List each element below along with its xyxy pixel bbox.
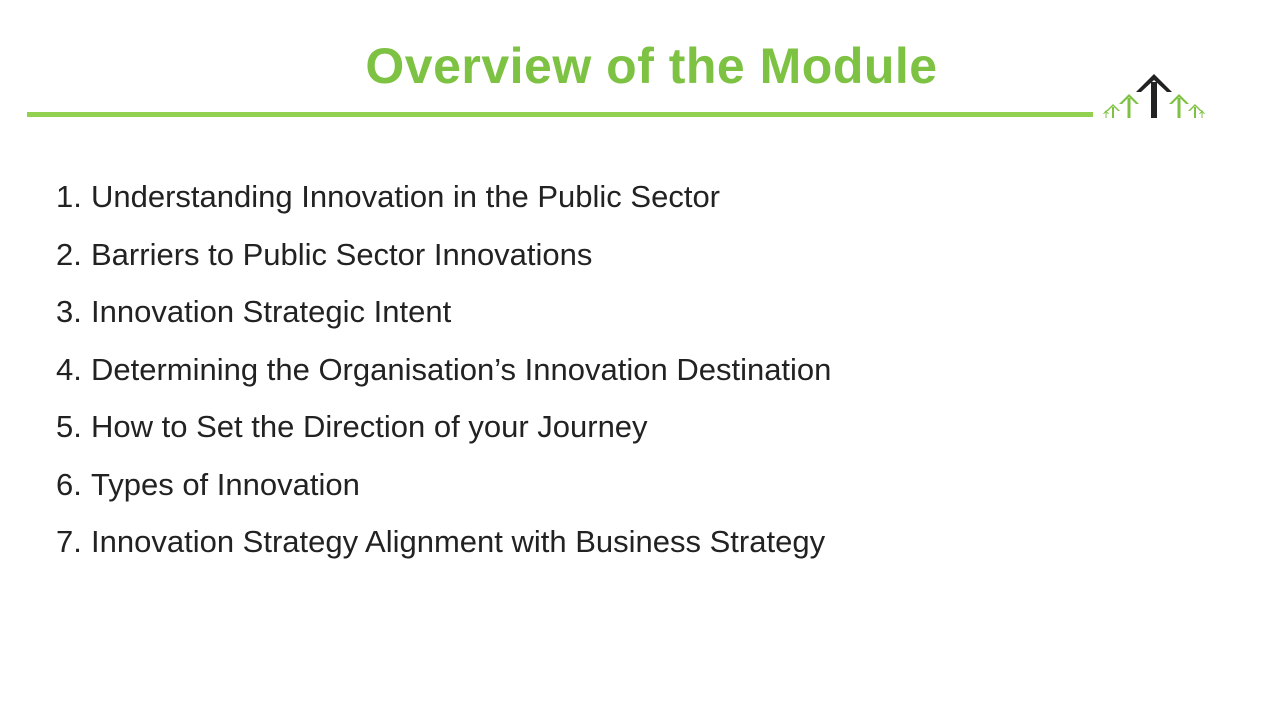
list-item: 3. Innovation Strategic Intent (56, 283, 831, 341)
list-item: 4. Determining the Organisation’s Innova… (56, 341, 831, 399)
list-item-number: 3. (56, 294, 82, 329)
list-item-text: Types of Innovation (91, 466, 360, 502)
title-divider (27, 112, 1093, 117)
list-item-text: Determining the Organisation’s Innovatio… (91, 351, 832, 387)
list-item-number: 5. (56, 409, 82, 444)
list-item-number: 2. (56, 236, 82, 272)
list-item: 6. Types of Innovation (56, 456, 831, 514)
module-list: 1. Understanding Innovation in the Publi… (56, 168, 831, 571)
list-item: 5. How to Set the Direction of your Jour… (56, 398, 831, 456)
slide-title: Overview of the Module (365, 38, 938, 94)
list-item-text: Innovation Strategy Alignment with Busin… (91, 524, 826, 559)
list-item-number: 1. (56, 179, 82, 214)
list-item-number: 6. (56, 466, 82, 502)
arrows-up-logo-icon (1103, 72, 1205, 122)
list-item: 7. Innovation Strategy Alignment with Bu… (56, 513, 831, 571)
list-item-number: 7. (56, 524, 82, 559)
list-item-text: Innovation Strategic Intent (91, 294, 452, 329)
list-item-number: 4. (56, 351, 82, 387)
list-item: 2. Barriers to Public Sector Innovations (56, 226, 831, 284)
list-item-text: Understanding Innovation in the Public S… (91, 179, 721, 214)
list-item-text: Barriers to Public Sector Innovations (91, 236, 593, 272)
list-item: 1. Understanding Innovation in the Publi… (56, 168, 831, 226)
list-item-text: How to Set the Direction of your Journey (91, 409, 648, 444)
